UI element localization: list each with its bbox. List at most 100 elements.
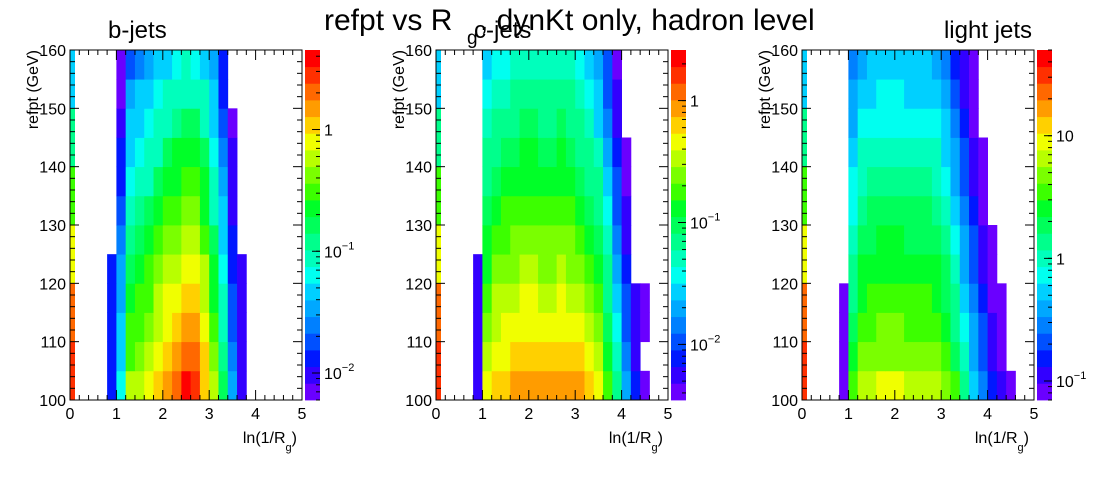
- heatmap-cell-7-7: [134, 166, 145, 197]
- colorbar-segment: [671, 66, 686, 84]
- heatmap-cell-5-18: [969, 225, 979, 255]
- heatmap-cell-1-4: [839, 341, 849, 372]
- heatmap-cell-4-12: [181, 254, 192, 284]
- heatmap-cell-1-19: [612, 341, 622, 372]
- colorbar-segment: [1037, 216, 1052, 234]
- heatmap-cell-1-8: [510, 341, 520, 372]
- heatmap-cell-10-17: [593, 79, 604, 109]
- heatmap-cell-2-15: [941, 312, 951, 343]
- heatmap-cell-6-7: [866, 195, 877, 226]
- heatmap-cell-11-18: [603, 50, 613, 80]
- colorbar-segment: [305, 50, 320, 68]
- heatmap-cell-6-19: [978, 195, 988, 226]
- heatmap-cell-5-16: [584, 225, 595, 255]
- heatmap-c-jets: 0 1 2 3 4 5100110120130140150160ln(1/Rg)refpt…: [391, 17, 720, 454]
- heatmap-cell-5-11: [172, 225, 182, 255]
- heatmap-cell-7-13: [922, 166, 933, 197]
- x-tick-label: 1: [112, 406, 121, 423]
- x-tick-label: 1: [478, 406, 487, 423]
- heatmap-cell-9-10: [528, 108, 539, 138]
- heatmap-cell-1-12: [913, 341, 924, 372]
- heatmap-cell-0-13: [556, 370, 567, 401]
- heatmap-light-jets: 0 1 2 3 4 5100110120130140150160ln(1/Rg)refpt…: [757, 17, 1086, 454]
- heatmap-cell-11-10: [162, 50, 173, 80]
- heatmap-cell-0-14: [931, 370, 942, 401]
- heatmap-cell-6-8: [876, 195, 886, 226]
- heatmap-cell-2-5: [848, 312, 859, 343]
- heatmap-cell-10-13: [556, 79, 567, 109]
- heatmap-cell-3-5: [116, 283, 127, 313]
- heatmap-cell-0-19: [978, 370, 988, 401]
- heatmap-cell-10-6: [491, 79, 502, 109]
- x-tick-label: 4: [617, 406, 626, 423]
- heatmap-cell-8-12: [547, 137, 558, 168]
- y-tick-label: 140: [39, 160, 66, 177]
- heatmap-cell-8-12: [181, 137, 192, 168]
- heatmap-cell-7-11: [904, 166, 914, 197]
- colorbar-tick-base: 10: [324, 366, 342, 383]
- heatmap-cell-8-18: [603, 137, 613, 168]
- heatmap-cell-3-22: [640, 283, 650, 313]
- heatmap-cell-4-7: [500, 254, 511, 284]
- colorbar-tick-exponent: −1: [342, 240, 355, 252]
- heatmap-cell-8-13: [922, 137, 933, 168]
- heatmap-cell-11-16: [584, 50, 595, 80]
- heatmap-cell-5-14: [931, 225, 942, 255]
- x-axis-label: ln(1/Rg): [975, 430, 1029, 454]
- heatmap-cell-5-11: [538, 225, 548, 255]
- y-tick-label: 110: [406, 335, 432, 352]
- heatmap-cell-6-20: [621, 195, 632, 226]
- heatmap-cell-6-17: [959, 195, 970, 226]
- heatmap-cell-3-4: [839, 283, 849, 313]
- heatmap-b-jets: 0 1 2 3 4 5100110120130140150160ln(1/Rg)refpt…: [25, 17, 355, 454]
- heatmap-cell-4-10: [162, 254, 173, 284]
- heatmap-cell-2-6: [125, 312, 136, 343]
- heatmap-cell-10-7: [500, 79, 511, 109]
- heatmap-cell-7-8: [144, 166, 154, 197]
- colorbar-segment: [305, 366, 320, 384]
- heatmap-cell-3-5: [848, 283, 859, 313]
- heatmap-cell-0-17: [959, 370, 970, 401]
- heatmap-cell-11-15: [941, 50, 951, 80]
- colorbar-segment: [671, 133, 686, 151]
- heatmap-cell-4-5: [116, 254, 127, 284]
- heatmap-cell-4-12: [913, 254, 924, 284]
- heatmap-cell-4-18: [969, 254, 979, 284]
- heatmap-cell-10-15: [209, 79, 219, 109]
- heatmap-cell-3-18: [969, 283, 979, 313]
- heatmap-cell-3-7: [134, 283, 145, 313]
- heatmap-cell-3-10: [162, 283, 173, 313]
- heatmap-cell-6-17: [593, 195, 604, 226]
- colorbar-tick-base: 10: [690, 337, 708, 354]
- heatmap-cell-3-11: [538, 283, 548, 313]
- x-tick-label: 3: [937, 406, 946, 423]
- heatmap-cell-10-18: [969, 79, 979, 109]
- heatmap-cell-3-8: [510, 283, 520, 313]
- heatmap-cell-2-16: [218, 312, 229, 343]
- heatmap-cell-2-4: [839, 312, 849, 343]
- heatmap-cell-5-9: [885, 225, 896, 255]
- heatmap-cell-5-17: [227, 225, 238, 255]
- colorbar-segment: [1037, 200, 1052, 218]
- heatmap-cell-2-11: [538, 312, 548, 343]
- heatmap-cell-0-12: [181, 370, 192, 401]
- heatmap-cell-0-6: [491, 370, 502, 401]
- y-axis-label: refpt (GeV): [25, 50, 42, 129]
- heatmap-cell-1-7: [500, 341, 511, 372]
- heatmap-cell-9-6: [491, 108, 502, 138]
- heatmap-cell-5-12: [181, 225, 192, 255]
- heatmap-cell-10-11: [172, 79, 182, 109]
- heatmap-cell-4-13: [556, 254, 567, 284]
- heatmap-cell-4-8: [144, 254, 154, 284]
- heatmap-cell-9-7: [866, 108, 877, 138]
- heatmap-cell-0-17: [227, 370, 238, 401]
- heatmap-cell-11-15: [575, 50, 585, 80]
- heatmap-cell-1-4: [473, 341, 483, 372]
- heatmap-cell-5-13: [556, 225, 567, 255]
- heatmap-cell-10-9: [153, 79, 164, 109]
- heatmap-cell-5-18: [603, 225, 613, 255]
- heatmap-cell-9-9: [153, 108, 164, 138]
- heatmap-cell-0-8: [510, 370, 520, 401]
- colorbar-segment: [1037, 66, 1052, 84]
- heatmap-cell-10-15: [941, 79, 951, 109]
